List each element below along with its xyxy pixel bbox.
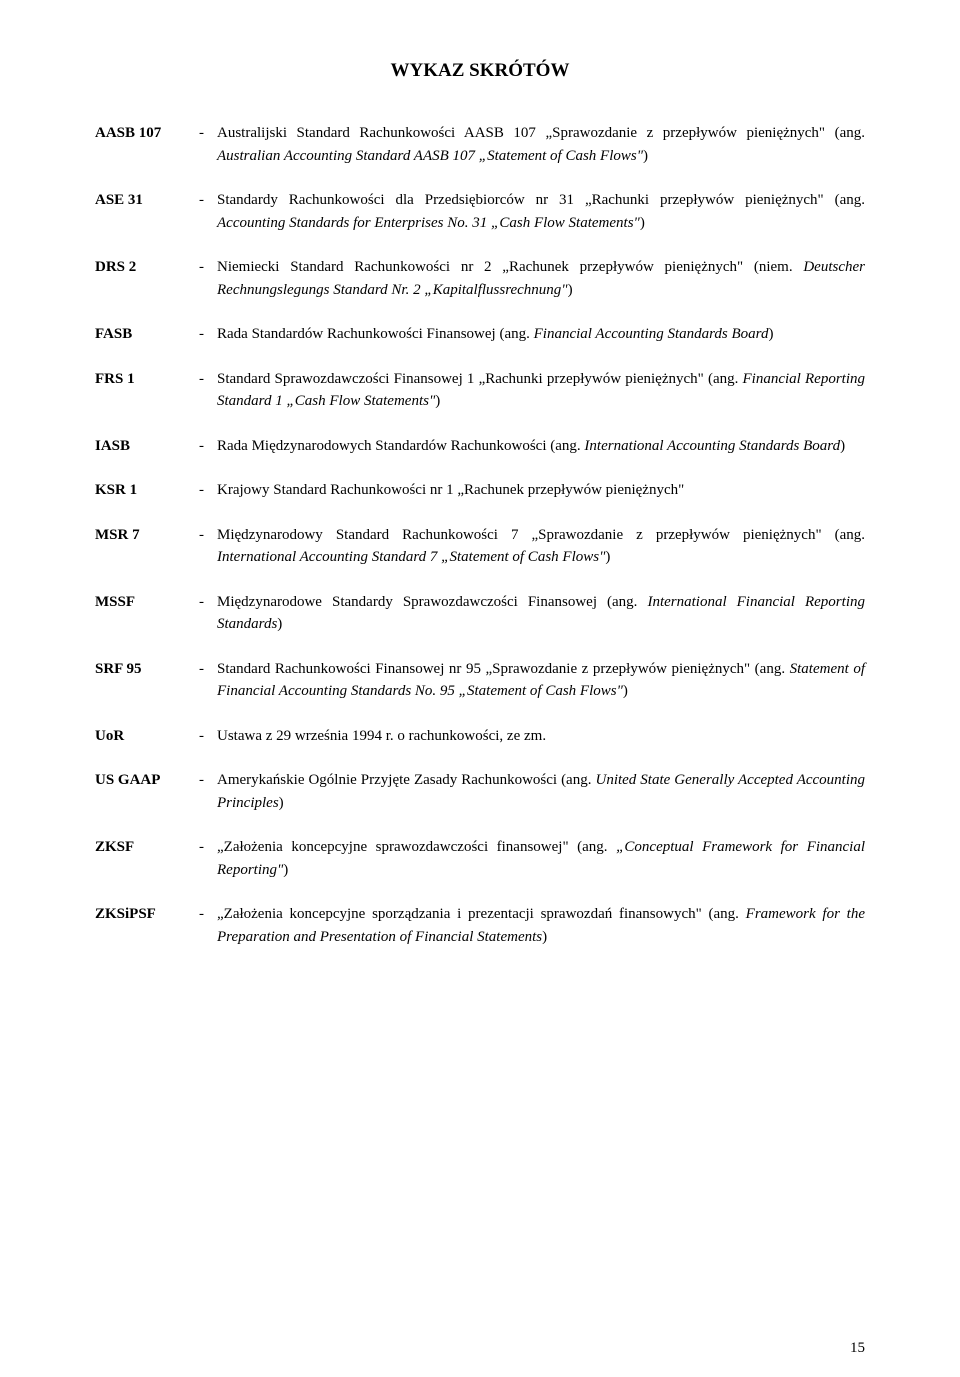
- dash-separator: -: [199, 658, 217, 703]
- def-post: ): [605, 549, 610, 565]
- dash-separator: -: [199, 189, 217, 234]
- definition-entry: ZKSiPSF - „Założenia koncepcyjne sporząd…: [95, 903, 865, 948]
- def-pre: Krajowy Standard Rachunkowości nr 1 „Rac…: [217, 482, 684, 498]
- dash-separator: -: [199, 836, 217, 881]
- def-post: ): [640, 215, 645, 231]
- definition-entry: UoR - Ustawa z 29 września 1994 r. o rac…: [95, 725, 865, 748]
- definition-entry: IASB - Rada Międzynarodowych Standardów …: [95, 435, 865, 458]
- abbr-term: FRS 1: [95, 368, 199, 413]
- abbr-term: SRF 95: [95, 658, 199, 703]
- page-title: WYKAZ SKRÓTÓW: [95, 60, 865, 82]
- def-post: ): [623, 683, 628, 699]
- def-italic: International Accounting Standards Board: [581, 438, 840, 454]
- definition-entry: AASB 107 - Australijski Standard Rachunk…: [95, 122, 865, 167]
- abbr-term: ZKSiPSF: [95, 903, 199, 948]
- def-pre: Standardy Rachunkowości dla Przedsiębior…: [217, 192, 865, 208]
- def-post: ): [277, 616, 282, 632]
- dash-separator: -: [199, 323, 217, 346]
- definition-text: Rada Standardów Rachunkowości Finansowej…: [217, 323, 865, 346]
- definition-entry: US GAAP - Amerykańskie Ogólnie Przyjęte …: [95, 769, 865, 814]
- definition-entry: MSSF - Międzynarodowe Standardy Sprawozd…: [95, 591, 865, 636]
- definition-text: Standardy Rachunkowości dla Przedsiębior…: [217, 189, 865, 234]
- def-pre: Międzynarodowe Standardy Sprawozdawczośc…: [217, 594, 637, 610]
- def-pre: Niemiecki Standard Rachunkowości nr 2 „R…: [217, 259, 793, 275]
- definition-text: Rada Międzynarodowych Standardów Rachunk…: [217, 435, 865, 458]
- def-italic: International Accounting Standard 7 „Sta…: [217, 549, 605, 565]
- def-post: ): [435, 393, 440, 409]
- dash-separator: -: [199, 479, 217, 502]
- definition-text: Standard Sprawozdawczości Finansowej 1 „…: [217, 368, 865, 413]
- definition-text: Niemiecki Standard Rachunkowości nr 2 „R…: [217, 256, 865, 301]
- definition-entry: MSR 7 - Międzynarodowy Standard Rachunko…: [95, 524, 865, 569]
- def-pre: Standard Rachunkowości Finansowej nr 95 …: [217, 661, 790, 677]
- abbr-term: ASE 31: [95, 189, 199, 234]
- def-pre: Ustawa z 29 września 1994 r. o rachunkow…: [217, 728, 546, 744]
- definition-entry: FASB - Rada Standardów Rachunkowości Fin…: [95, 323, 865, 346]
- definition-text: „Założenia koncepcyjne sprawozdawczości …: [217, 836, 865, 881]
- definition-text: Amerykańskie Ogólnie Przyjęte Zasady Rac…: [217, 769, 865, 814]
- dash-separator: -: [199, 524, 217, 569]
- definition-entry: KSR 1 - Krajowy Standard Rachunkowości n…: [95, 479, 865, 502]
- definition-entry: ZKSF - „Założenia koncepcyjne sprawozdaw…: [95, 836, 865, 881]
- definition-text: Międzynarodowe Standardy Sprawozdawczośc…: [217, 591, 865, 636]
- def-post: ): [643, 148, 648, 164]
- def-post: ): [283, 862, 288, 878]
- def-post: ): [840, 438, 845, 454]
- def-post: ): [542, 929, 547, 945]
- definition-entry: DRS 2 - Niemiecki Standard Rachunkowości…: [95, 256, 865, 301]
- definition-entry: SRF 95 - Standard Rachunkowości Finansow…: [95, 658, 865, 703]
- abbr-term: UoR: [95, 725, 199, 748]
- definition-text: „Założenia koncepcyjne sporządzania i pr…: [217, 903, 865, 948]
- abbr-term: IASB: [95, 435, 199, 458]
- dash-separator: -: [199, 903, 217, 948]
- abbr-term: MSR 7: [95, 524, 199, 569]
- abbr-term: FASB: [95, 323, 199, 346]
- def-post: ): [568, 282, 573, 298]
- abbr-term: US GAAP: [95, 769, 199, 814]
- abbr-term: KSR 1: [95, 479, 199, 502]
- def-pre: Australijski Standard Rachunkowości AASB…: [217, 125, 865, 141]
- definition-text: Krajowy Standard Rachunkowości nr 1 „Rac…: [217, 479, 865, 502]
- dash-separator: -: [199, 769, 217, 814]
- definition-text: Ustawa z 29 września 1994 r. o rachunkow…: [217, 725, 865, 748]
- dash-separator: -: [199, 256, 217, 301]
- def-italic: Financial Accounting Standards Board: [530, 326, 769, 342]
- def-pre: „Założenia koncepcyjne sporządzania i pr…: [217, 906, 746, 922]
- def-post: ): [279, 795, 284, 811]
- document-page: WYKAZ SKRÓTÓW AASB 107 - Australijski St…: [0, 0, 960, 1377]
- dash-separator: -: [199, 368, 217, 413]
- dash-separator: -: [199, 122, 217, 167]
- page-number: 15: [850, 1340, 865, 1357]
- def-pre: Standard Sprawozdawczości Finansowej 1 „…: [217, 371, 738, 387]
- dash-separator: -: [199, 725, 217, 748]
- abbr-term: MSSF: [95, 591, 199, 636]
- dash-separator: -: [199, 591, 217, 636]
- abbr-term: ZKSF: [95, 836, 199, 881]
- def-pre: Rada Międzynarodowych Standardów Rachunk…: [217, 438, 581, 454]
- dash-separator: -: [199, 435, 217, 458]
- definition-text: Standard Rachunkowości Finansowej nr 95 …: [217, 658, 865, 703]
- definition-text: Australijski Standard Rachunkowości AASB…: [217, 122, 865, 167]
- def-italic: Accounting Standards for Enterprises No.…: [217, 215, 640, 231]
- def-post: ): [768, 326, 773, 342]
- definition-text: Międzynarodowy Standard Rachunkowości 7 …: [217, 524, 865, 569]
- abbr-term: DRS 2: [95, 256, 199, 301]
- def-pre: „Założenia koncepcyjne sprawozdawczości …: [217, 839, 616, 855]
- definition-entry: FRS 1 - Standard Sprawozdawczości Finans…: [95, 368, 865, 413]
- def-pre: Międzynarodowy Standard Rachunkowości 7 …: [217, 527, 865, 543]
- definition-entry: ASE 31 - Standardy Rachunkowości dla Prz…: [95, 189, 865, 234]
- def-pre: Amerykańskie Ogólnie Przyjęte Zasady Rac…: [217, 772, 591, 788]
- def-pre: Rada Standardów Rachunkowości Finansowej…: [217, 326, 530, 342]
- abbr-term: AASB 107: [95, 122, 199, 167]
- def-italic: Australian Accounting Standard AASB 107 …: [217, 148, 643, 164]
